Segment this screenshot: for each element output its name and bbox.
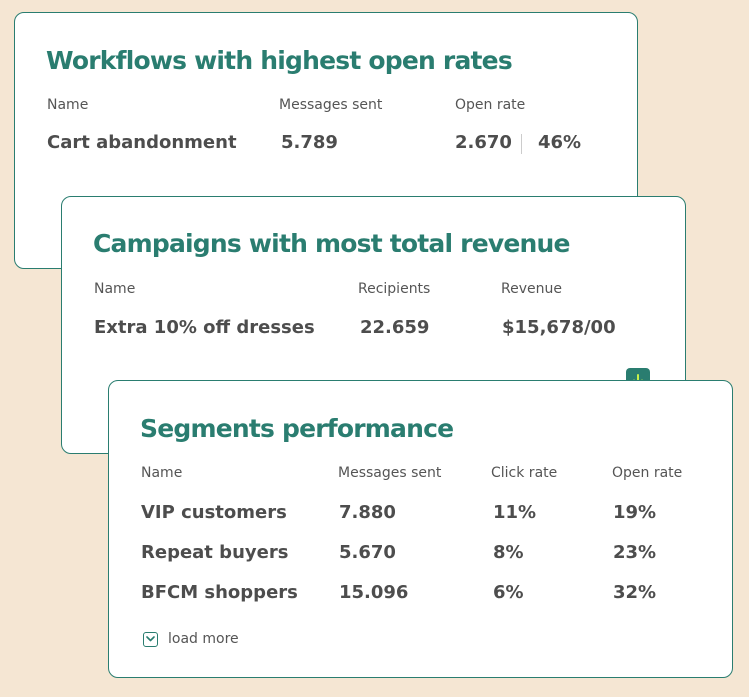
load-more-label: load more (168, 631, 239, 647)
segments-col-name: Name (141, 465, 183, 481)
campaign-revenue: $15,678/00 (502, 317, 616, 338)
segment-messages-sent: 15.096 (339, 582, 409, 603)
campaigns-title: Campaigns with most total revenue (93, 229, 570, 258)
segment-open-rate: 32% (613, 582, 657, 603)
segment-click-rate: 8% (493, 542, 524, 563)
segment-name: Repeat buyers (141, 542, 289, 563)
workflow-open-rate: 46% (538, 132, 582, 153)
value-divider (521, 134, 522, 154)
load-more-button[interactable]: load more (143, 631, 239, 647)
workflows-col-open-rate: Open rate (455, 97, 526, 113)
segment-click-rate: 6% (493, 582, 524, 603)
segments-col-open-rate: Open rate (612, 465, 683, 481)
workflows-col-messages-sent: Messages sent (279, 97, 383, 113)
segment-click-rate: 11% (493, 502, 537, 523)
segment-open-rate: 23% (613, 542, 657, 563)
campaign-name: Extra 10% off dresses (94, 317, 315, 338)
segments-col-messages-sent: Messages sent (338, 465, 442, 481)
workflows-title: Workflows with highest open rates (46, 46, 513, 75)
segment-messages-sent: 5.670 (339, 542, 396, 563)
chevron-down-icon (143, 631, 158, 647)
segment-messages-sent: 7.880 (339, 502, 396, 523)
campaigns-col-revenue: Revenue (501, 281, 562, 297)
segments-col-click-rate: Click rate (491, 465, 558, 481)
workflow-opens: 2.670 (455, 132, 512, 153)
segments-title: Segments performance (140, 414, 454, 443)
campaigns-col-name: Name (94, 281, 136, 297)
workflow-messages-sent: 5.789 (281, 132, 338, 153)
segment-name: VIP customers (141, 502, 287, 523)
workflow-name: Cart abandonment (47, 132, 237, 153)
segments-card: Segments performance Name Messages sent … (108, 380, 733, 678)
campaigns-col-recipients: Recipients (358, 281, 431, 297)
workflows-col-name: Name (47, 97, 89, 113)
segment-name: BFCM shoppers (141, 582, 298, 603)
segment-open-rate: 19% (613, 502, 657, 523)
campaign-recipients: 22.659 (360, 317, 430, 338)
